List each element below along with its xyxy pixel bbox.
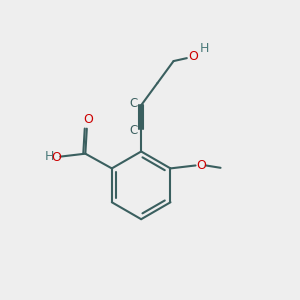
Text: C: C	[130, 124, 138, 137]
Text: O: O	[51, 151, 61, 164]
Text: O: O	[83, 113, 93, 126]
Text: O: O	[196, 159, 206, 172]
Text: C: C	[130, 97, 138, 110]
Text: H: H	[200, 42, 209, 55]
Text: H: H	[44, 150, 54, 163]
Text: O: O	[188, 50, 198, 63]
